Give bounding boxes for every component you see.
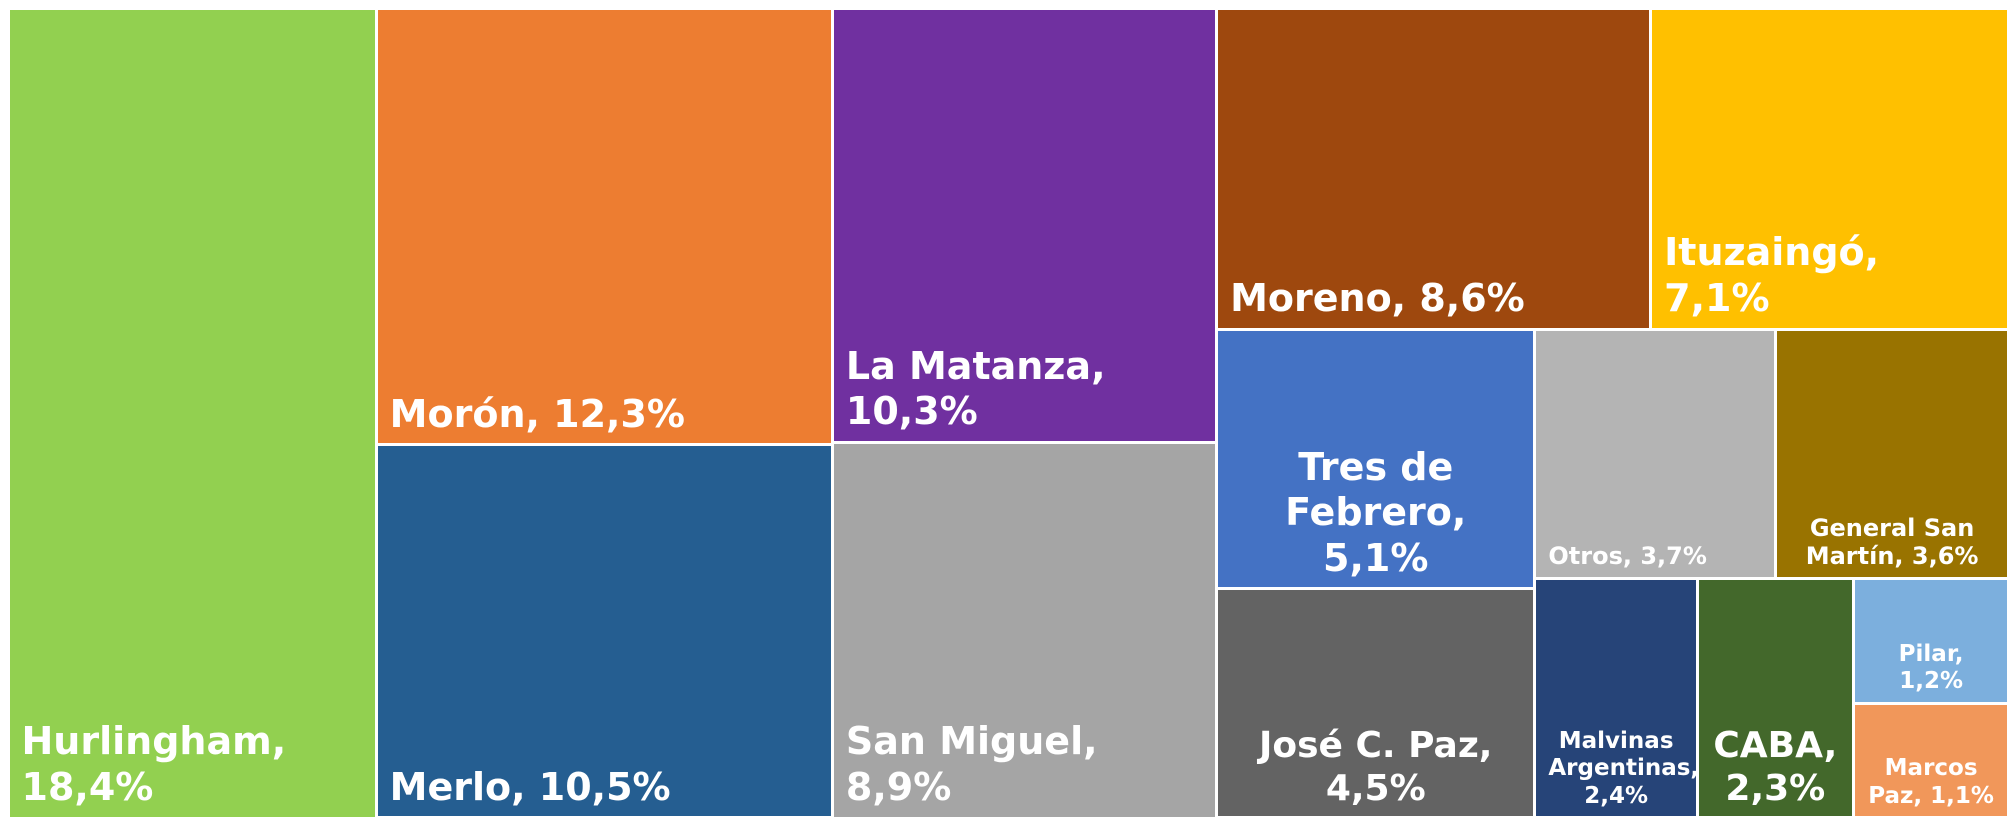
- cell-label: General San Martín, 3,6%: [1805, 513, 1979, 571]
- treemap-cell: Tres de Febrero, 5,1%: [1218, 330, 1534, 588]
- treemap-cell: Moreno, 8,6%: [1218, 9, 1650, 328]
- cell-label: José C. Paz, 4,5%: [1258, 725, 1493, 810]
- cell-label: Otros, 3,7%: [1548, 542, 1707, 571]
- cell-label: Moreno, 8,6%: [1230, 276, 1525, 321]
- treemap-cell: Malvinas Argentinas, 2,4%: [1536, 580, 1696, 817]
- treemap-cell: Hurlingham, 18,4%: [9, 9, 375, 817]
- cell-label: Tres de Febrero, 5,1%: [1285, 444, 1467, 580]
- treemap-cell: Marcos Paz, 1,1%: [1854, 705, 2008, 817]
- cell-label: Pilar, 1,2%: [1898, 640, 1964, 695]
- treemap-cell: Merlo, 10,5%: [377, 446, 831, 817]
- treemap-cell: Pilar, 1,2%: [1854, 580, 2008, 703]
- treemap-cell: San Miguel, 8,9%: [833, 444, 1216, 817]
- treemap-cell: Otros, 3,7%: [1536, 330, 1774, 578]
- cell-label: San Miguel, 8,9%: [845, 719, 1098, 809]
- treemap-cell: Morón, 12,3%: [377, 9, 831, 444]
- treemap-cell: Ituzaingó, 7,1%: [1652, 9, 2008, 328]
- treemap-cell: La Matanza, 10,3%: [833, 9, 1216, 442]
- cell-label: La Matanza, 10,3%: [845, 343, 1106, 434]
- treemap-cell: General San Martín, 3,6%: [1776, 330, 2008, 578]
- cell-label: Marcos Paz, 1,1%: [1868, 755, 1994, 809]
- cell-label: CABA, 2,3%: [1713, 725, 1838, 810]
- cell-label: Malvinas Argentinas, 2,4%: [1548, 727, 1696, 809]
- cell-label: Ituzaingó, 7,1%: [1664, 230, 1880, 321]
- cell-label: Merlo, 10,5%: [389, 764, 671, 809]
- treemap-cell: CABA, 2,3%: [1698, 580, 1852, 817]
- treemap-cell: José C. Paz, 4,5%: [1218, 590, 1534, 817]
- cell-label: Hurlingham, 18,4%: [21, 719, 287, 809]
- cell-label: Morón, 12,3%: [389, 391, 685, 436]
